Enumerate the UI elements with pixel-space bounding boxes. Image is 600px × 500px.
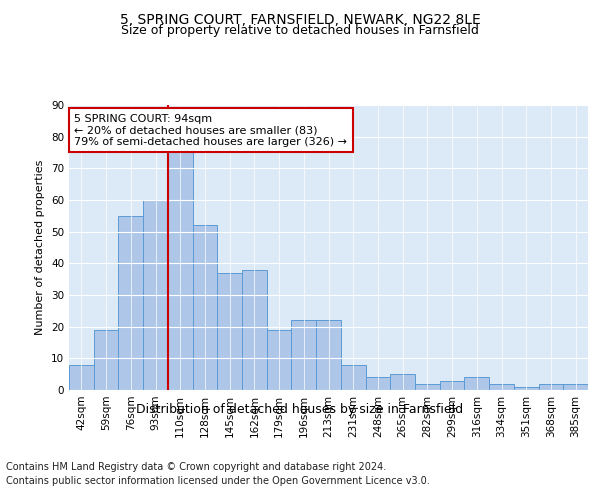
Bar <box>217 273 242 390</box>
Bar <box>563 384 588 390</box>
Bar <box>440 380 464 390</box>
Bar <box>267 330 292 390</box>
Bar <box>94 330 118 390</box>
Bar <box>415 384 440 390</box>
Text: Contains public sector information licensed under the Open Government Licence v3: Contains public sector information licen… <box>6 476 430 486</box>
Bar <box>168 150 193 390</box>
Bar <box>292 320 316 390</box>
Bar <box>489 384 514 390</box>
Bar <box>341 364 365 390</box>
Bar <box>118 216 143 390</box>
Text: Distribution of detached houses by size in Farnsfield: Distribution of detached houses by size … <box>136 402 464 415</box>
Text: Size of property relative to detached houses in Farnsfield: Size of property relative to detached ho… <box>121 24 479 37</box>
Text: 5 SPRING COURT: 94sqm
← 20% of detached houses are smaller (83)
79% of semi-deta: 5 SPRING COURT: 94sqm ← 20% of detached … <box>74 114 347 147</box>
Bar <box>514 387 539 390</box>
Y-axis label: Number of detached properties: Number of detached properties <box>35 160 46 335</box>
Text: Contains HM Land Registry data © Crown copyright and database right 2024.: Contains HM Land Registry data © Crown c… <box>6 462 386 472</box>
Bar <box>143 200 168 390</box>
Bar <box>193 226 217 390</box>
Bar <box>390 374 415 390</box>
Bar <box>464 378 489 390</box>
Text: 5, SPRING COURT, FARNSFIELD, NEWARK, NG22 8LE: 5, SPRING COURT, FARNSFIELD, NEWARK, NG2… <box>119 12 481 26</box>
Bar <box>539 384 563 390</box>
Bar <box>69 364 94 390</box>
Bar <box>242 270 267 390</box>
Bar <box>365 378 390 390</box>
Bar <box>316 320 341 390</box>
